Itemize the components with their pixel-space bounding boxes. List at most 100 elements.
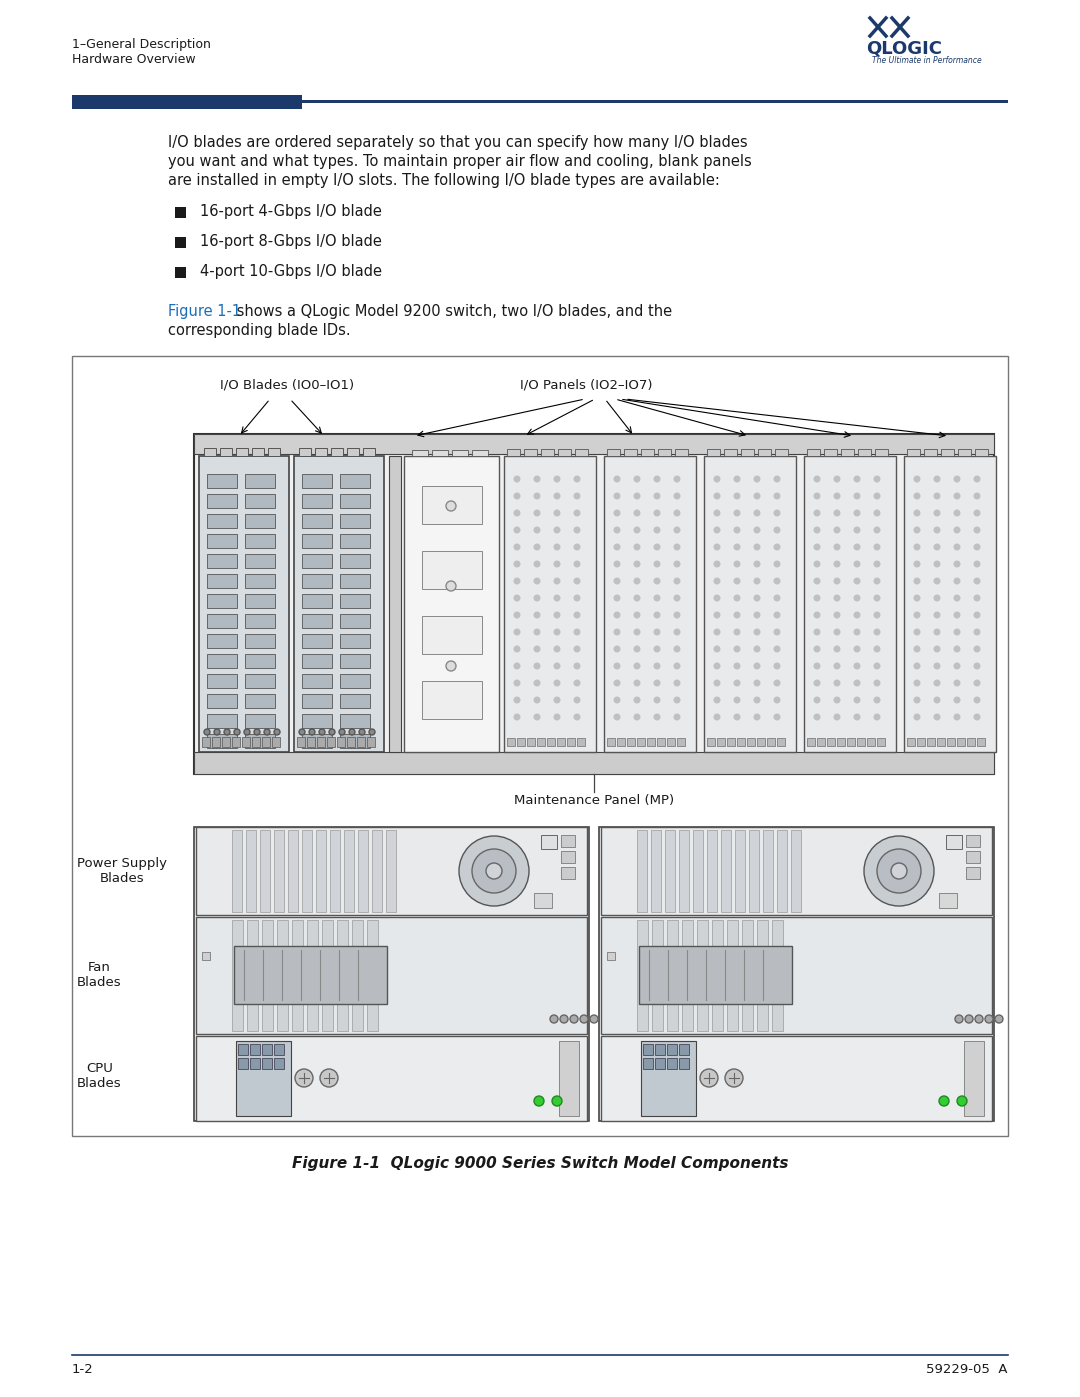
Circle shape (853, 595, 861, 602)
Circle shape (874, 577, 880, 584)
Circle shape (714, 714, 720, 721)
Bar (276, 921, 288, 1031)
Circle shape (914, 595, 920, 602)
Bar (207, 654, 237, 668)
Bar (762, 830, 773, 912)
Circle shape (733, 493, 741, 500)
Circle shape (954, 629, 960, 636)
Bar (767, 738, 775, 746)
Bar (607, 738, 615, 746)
Circle shape (853, 493, 861, 500)
Circle shape (813, 629, 821, 636)
Circle shape (674, 697, 680, 704)
Circle shape (613, 560, 621, 567)
Bar (242, 738, 249, 747)
Circle shape (634, 612, 640, 619)
Bar (260, 830, 270, 912)
Bar (679, 1044, 689, 1055)
Circle shape (634, 510, 640, 517)
Circle shape (933, 697, 941, 704)
Circle shape (834, 662, 840, 669)
Circle shape (754, 629, 760, 636)
Circle shape (914, 510, 920, 517)
Text: 16-port 8-Gbps I/O blade: 16-port 8-Gbps I/O blade (200, 235, 382, 249)
Circle shape (914, 714, 920, 721)
Bar (637, 830, 647, 912)
Circle shape (874, 510, 880, 517)
Circle shape (754, 527, 760, 534)
Bar (927, 738, 935, 746)
Bar (561, 835, 575, 847)
Text: Figure 1-1  QLogic 9000 Series Switch Model Components: Figure 1-1 QLogic 9000 Series Switch Mod… (292, 1155, 788, 1171)
Circle shape (234, 729, 240, 735)
Text: are installed in empty I/O slots. The following I/O blade types are available:: are installed in empty I/O slots. The fo… (168, 173, 720, 189)
Circle shape (954, 577, 960, 584)
Text: 4-port 10-Gbps I/O blade: 4-port 10-Gbps I/O blade (200, 264, 382, 279)
Bar (340, 574, 370, 588)
Bar (302, 634, 332, 648)
Bar (175, 267, 186, 278)
Bar (741, 448, 754, 455)
Circle shape (914, 543, 920, 550)
Bar (772, 921, 783, 1031)
Bar (212, 738, 220, 747)
Circle shape (773, 595, 781, 602)
Bar (195, 1037, 588, 1120)
Bar (707, 830, 717, 912)
Circle shape (853, 475, 861, 482)
Bar (917, 738, 924, 746)
Bar (340, 534, 370, 548)
Bar (939, 893, 957, 908)
Circle shape (554, 595, 561, 602)
Text: Power Supply
Blades: Power Supply Blades (77, 856, 167, 886)
Circle shape (613, 612, 621, 619)
Bar (637, 921, 648, 1031)
Circle shape (733, 629, 741, 636)
Bar (847, 738, 855, 746)
Bar (245, 714, 275, 728)
Bar (432, 450, 448, 455)
Circle shape (933, 577, 941, 584)
Bar (268, 448, 280, 455)
Bar (654, 1044, 665, 1055)
Circle shape (853, 577, 861, 584)
Circle shape (773, 645, 781, 652)
Bar (654, 1058, 665, 1069)
Bar (302, 574, 332, 588)
Circle shape (933, 595, 941, 602)
Circle shape (973, 629, 981, 636)
Circle shape (914, 697, 920, 704)
Bar (262, 921, 273, 1031)
Circle shape (874, 595, 880, 602)
Circle shape (554, 679, 561, 686)
Bar (966, 835, 980, 847)
Circle shape (973, 543, 981, 550)
Circle shape (813, 510, 821, 517)
Bar (679, 1058, 689, 1069)
Bar (541, 448, 554, 455)
Circle shape (554, 612, 561, 619)
Bar (561, 868, 575, 879)
Circle shape (554, 645, 561, 652)
Text: PS: PS (607, 837, 625, 849)
Circle shape (613, 629, 621, 636)
Bar (657, 738, 665, 746)
Circle shape (733, 527, 741, 534)
Bar (858, 738, 865, 746)
Bar (422, 486, 482, 524)
Bar (907, 738, 915, 746)
Circle shape (834, 527, 840, 534)
Circle shape (264, 729, 270, 735)
Bar (202, 951, 210, 960)
Circle shape (813, 662, 821, 669)
Circle shape (773, 475, 781, 482)
Bar (791, 830, 801, 912)
Circle shape (573, 629, 581, 636)
Bar (386, 830, 396, 912)
Bar (302, 101, 1008, 103)
Circle shape (933, 612, 941, 619)
Bar (72, 95, 302, 109)
Bar (867, 738, 875, 746)
Circle shape (573, 510, 581, 517)
Circle shape (834, 475, 840, 482)
